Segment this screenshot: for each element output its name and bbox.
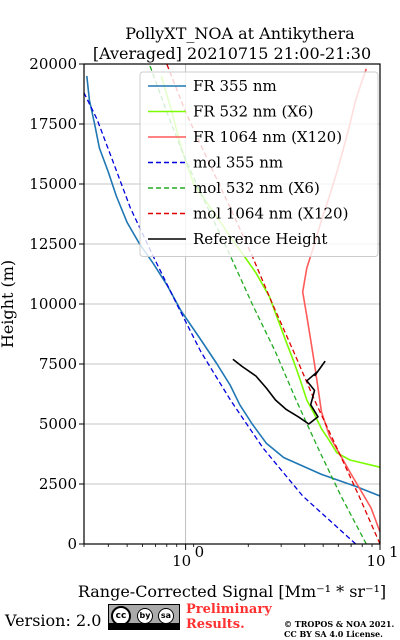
y-tick-label: 15000 — [29, 175, 77, 193]
axes: 0250050007500100001250015000175002000010… — [29, 55, 398, 570]
legend-label: Reference Height — [193, 230, 327, 248]
legend-label: FR 1064 nm (X120) — [193, 128, 342, 146]
x-tick-label: 10 — [366, 552, 385, 570]
legend-label: FR 355 nm — [193, 77, 277, 95]
preliminary-note: Preliminary Results. — [186, 602, 272, 632]
share-alike-icon: sa — [158, 608, 174, 624]
series-line-6 — [232, 358, 326, 425]
y-tick-label: 5000 — [39, 415, 77, 433]
series-line-3 — [83, 92, 357, 545]
cc-license-badge[interactable]: cc by sa — [108, 604, 180, 630]
x-tick-label: 10 — [172, 552, 191, 570]
y-tick-label: 20000 — [29, 55, 77, 73]
y-tick-label: 0 — [67, 535, 77, 553]
chart-title: PollyXT_NOA at Antikythera — [125, 24, 355, 43]
attribution-icon: by — [137, 608, 153, 624]
y-axis-label: Height (m) — [0, 260, 17, 348]
y-tick-label: 12500 — [29, 235, 77, 253]
legend-label: FR 532 nm (X6) — [193, 103, 313, 121]
copyright-line-1: © TROPOS & NOA 2021. — [284, 619, 395, 629]
version-label: Version: 2.0 — [5, 611, 102, 630]
series-line-0 — [86, 75, 381, 497]
y-tick-label: 2500 — [39, 475, 77, 493]
legend: FR 355 nm FR 532 nm (X6) FR 1064 nm (X120)… — [139, 71, 379, 257]
y-tick-label: 10000 — [29, 295, 77, 313]
legend-label: mol 532 nm (X6) — [193, 179, 320, 197]
badge-strip — [109, 623, 179, 629]
x-axis-label: Range-Corrected Signal [Mm⁻¹ * sr⁻¹] — [78, 582, 386, 601]
preliminary-line-2: Results. — [186, 617, 245, 632]
preliminary-line-1: Preliminary — [186, 602, 272, 617]
copyright-line-2: CC BY SA 4.0 License. — [284, 629, 383, 639]
y-tick-label: 17500 — [29, 115, 77, 133]
legend-label: mol 355 nm — [193, 154, 283, 172]
x-tick-exponent: 0 — [195, 543, 205, 561]
chart-subtitle: [Averaged] 20210715 21:00-21:30 — [93, 44, 371, 63]
x-tick-exponent: 1 — [389, 543, 399, 561]
legend-box — [139, 71, 379, 257]
copyright-note: © TROPOS & NOA 2021. CC BY SA 4.0 Licens… — [284, 619, 394, 639]
legend-label: mol 1064 nm (X120) — [193, 205, 348, 223]
y-tick-label: 7500 — [39, 355, 77, 373]
